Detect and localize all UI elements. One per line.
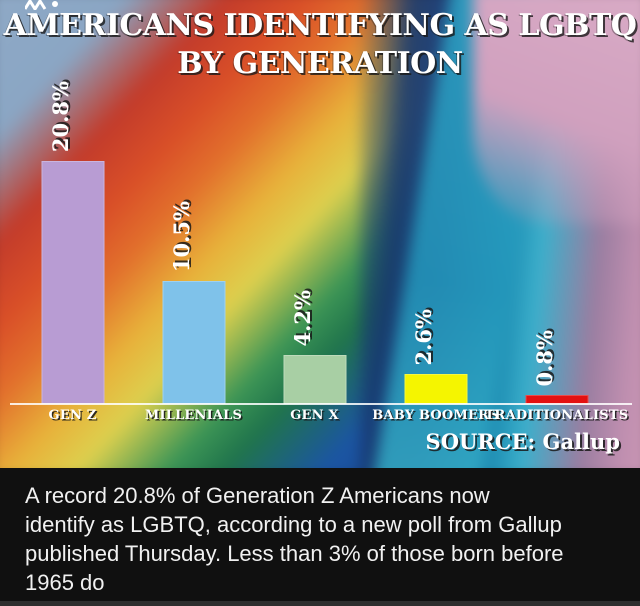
bar-group-gen-x: 4.2% GEN X — [254, 0, 375, 423]
bar-value-label: 0.8% — [531, 329, 557, 387]
chart-title-line2: BY GENERATION — [177, 46, 463, 81]
caption-line: identify as LGBTQ, according to a new po… — [25, 512, 562, 537]
bar-group-baby-boomers: 2.6% BABY BOOMERS — [372, 0, 498, 424]
caption-bottom-strip — [0, 601, 640, 606]
bar-value-label: 4.2% — [289, 289, 315, 347]
bar — [525, 395, 588, 404]
bar-value-label: 20.8% — [47, 80, 73, 152]
bar — [162, 281, 225, 404]
caption-line: 1965 do — [25, 570, 105, 595]
pink-corner-fold — [472, 0, 640, 225]
watermark-mark — [25, 0, 58, 10]
caption-line: A record 20.8% of Generation Z Americans… — [25, 483, 490, 508]
bar-value-label: 2.6% — [410, 308, 436, 366]
caption-line: published Thursday. Less than 3% of thos… — [25, 541, 564, 566]
source-credit: SOURCE: Gallup — [425, 429, 620, 454]
bar-category-label: GEN Z — [48, 408, 97, 423]
bar-group-traditionalists: 0.8% TRADITIONALISTS — [485, 0, 628, 424]
bar-group-gen-z: 20.8% GEN Z — [12, 0, 133, 423]
bar — [41, 161, 104, 404]
chart-title: AMERICANS IDENTIFYING AS LGBTQ BY GENERA… — [0, 7, 640, 83]
caption-panel: A record 20.8% of Generation Z Americans… — [0, 468, 640, 606]
bar-chart: 20.8% GEN Z 10.5% MILLENIALS 4.2% GEN X 2.6% BA… — [12, 0, 628, 424]
bar-category-label: MILLENIALS — [144, 408, 243, 423]
bar-category-label: BABY BOOMERS — [372, 408, 499, 423]
bar — [283, 355, 346, 404]
chart-title-line1: AMERICANS IDENTIFYING AS LGBTQ — [3, 8, 637, 43]
chart-baseline — [10, 403, 632, 405]
bar-category-label: TRADITIONALISTS — [484, 408, 629, 423]
bar-value-label: 10.5% — [168, 200, 194, 272]
bar-group-millenials: 10.5% MILLENIALS — [133, 0, 254, 423]
bar-category-label: GEN X — [290, 408, 339, 423]
bar — [404, 374, 467, 404]
